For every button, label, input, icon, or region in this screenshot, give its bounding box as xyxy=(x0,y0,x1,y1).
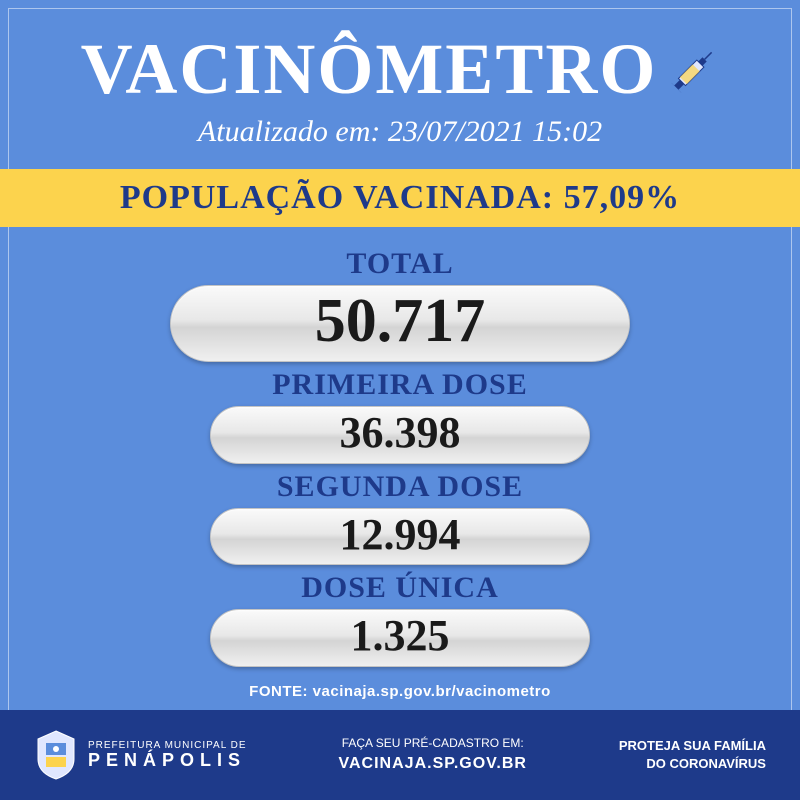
stat-value-unica: 1.325 xyxy=(210,609,590,667)
source-line: FONTE: vacinaja.sp.gov.br/vacinometro xyxy=(249,683,551,700)
footer-right-line1: PROTEJA SUA FAMÍLIA xyxy=(619,737,766,755)
stat-value-segunda: 12.994 xyxy=(210,508,590,566)
footer-center-top: FAÇA SEU PRÉ-CADASTRO EM: xyxy=(339,734,527,752)
stats-container: TOTAL 50.717 PRIMEIRA DOSE 36.398 SEGUND… xyxy=(170,241,630,667)
prefeitura-top: PREFEITURA MUNICIPAL DE xyxy=(88,740,247,751)
stat-label-total: TOTAL xyxy=(346,247,453,281)
prefeitura-block: PREFEITURA MUNICIPAL DE PENÁPOLIS xyxy=(88,740,247,771)
municipality-crest-icon xyxy=(34,729,78,781)
title-row: VACINÔMETRO xyxy=(81,28,720,111)
footer-center: FAÇA SEU PRÉ-CADASTRO EM: VACINAJA.SP.GO… xyxy=(339,734,527,776)
footer-left: PREFEITURA MUNICIPAL DE PENÁPOLIS xyxy=(34,729,247,781)
footer-bar: PREFEITURA MUNICIPAL DE PENÁPOLIS FAÇA S… xyxy=(0,710,800,800)
source-text: vacinaja.sp.gov.br/vacinometro xyxy=(313,683,551,700)
content-container: VACINÔMETRO Atualizado em: 23/07/2021 15… xyxy=(0,0,800,800)
stat-label-unica: DOSE ÚNICA xyxy=(301,571,499,605)
banner-label: POPULAÇÃO VACINADA: xyxy=(120,179,564,216)
footer-right-line2: DO CORONAVÍRUS xyxy=(619,755,766,773)
source-prefix: FONTE: xyxy=(249,683,313,700)
prefeitura-name: PENÁPOLIS xyxy=(88,751,247,771)
stat-value-total: 50.717 xyxy=(170,285,630,362)
updated-timestamp: 23/07/2021 15:02 xyxy=(388,115,602,148)
footer-right: PROTEJA SUA FAMÍLIA DO CORONAVÍRUS xyxy=(619,737,766,773)
subtitle-prefix: Atualizado em: xyxy=(198,115,388,148)
updated-subtitle: Atualizado em: 23/07/2021 15:02 xyxy=(198,115,602,149)
stat-value-primeira: 36.398 xyxy=(210,406,590,464)
syringe-icon xyxy=(659,34,730,105)
stat-label-primeira: PRIMEIRA DOSE xyxy=(272,368,528,402)
stat-label-segunda: SEGUNDA DOSE xyxy=(277,470,523,504)
main-title: VACINÔMETRO xyxy=(81,28,658,111)
footer-center-url: VACINAJA.SP.GOV.BR xyxy=(339,752,527,776)
banner-percent: 57,09% xyxy=(564,179,681,216)
population-banner: POPULAÇÃO VACINADA: 57,09% xyxy=(0,169,800,227)
